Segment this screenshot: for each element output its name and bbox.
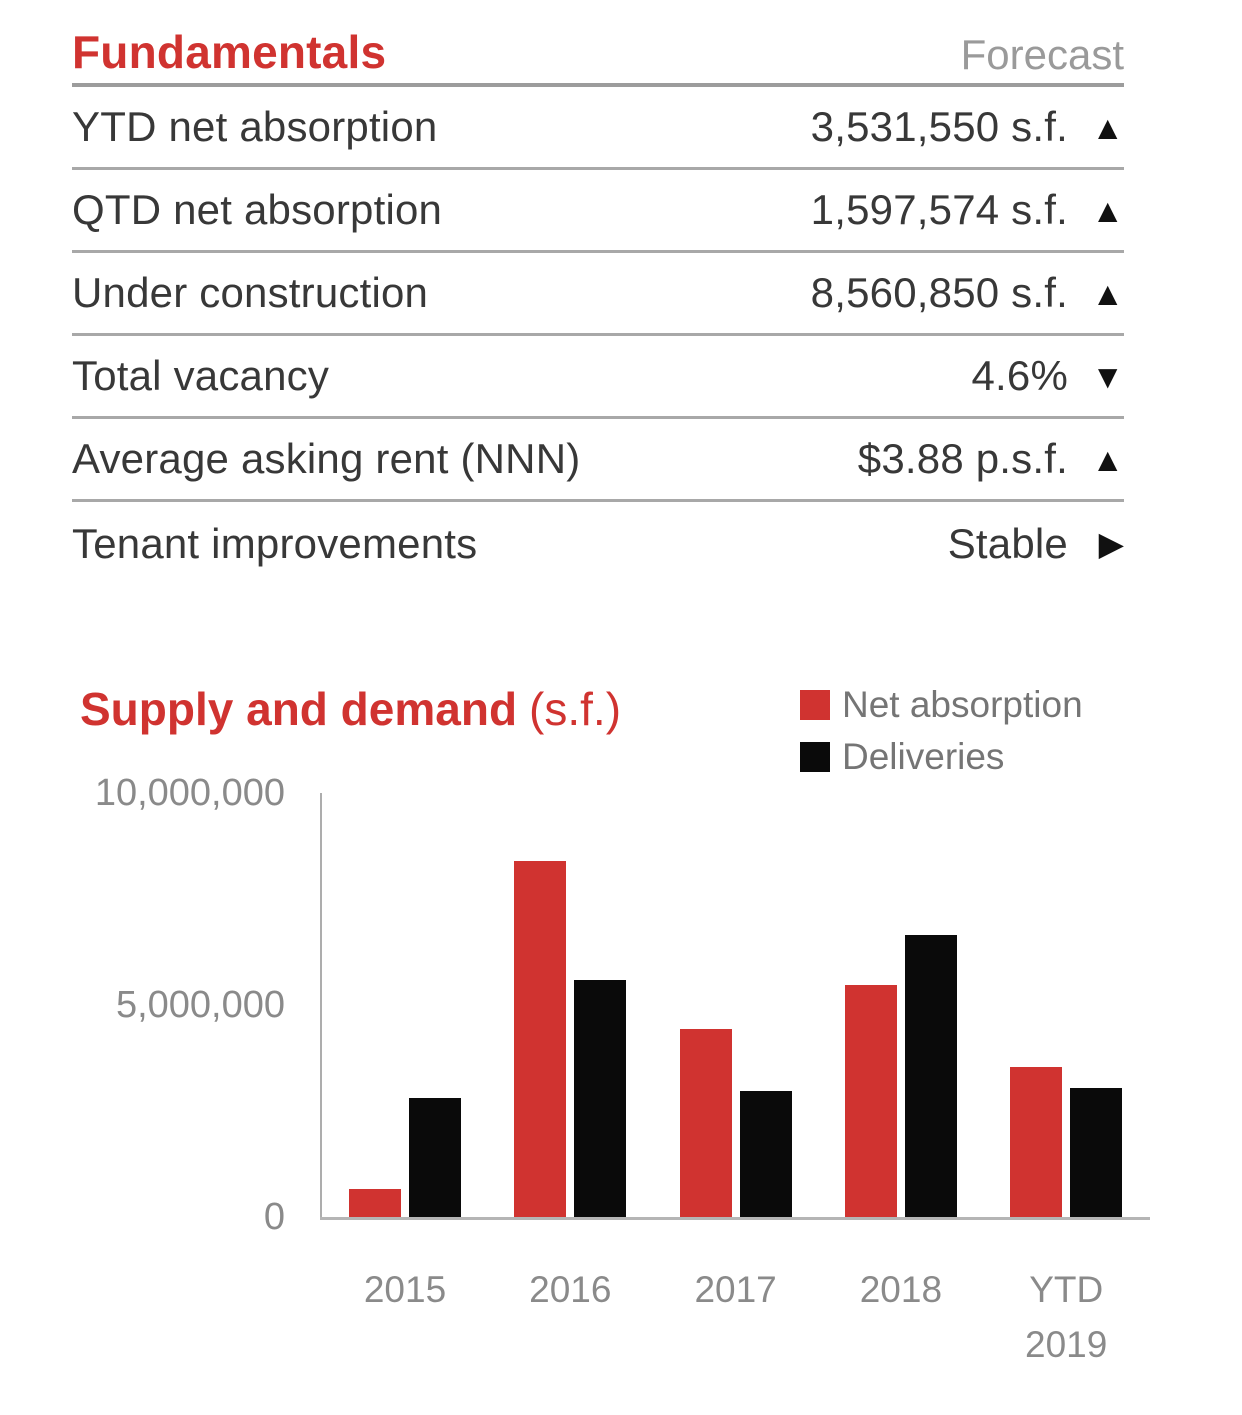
legend-item-net-absorption: Net absorption	[800, 684, 1083, 725]
forecast-column-label: Forecast	[960, 31, 1124, 78]
row-value-group: Stable ▶	[948, 520, 1124, 568]
net-absorption-bar-2017	[679, 1029, 732, 1217]
y-tick-label: 10,000,000	[94, 772, 285, 814]
x-axis-line	[320, 1217, 1150, 1220]
y-axis-line	[320, 793, 322, 1220]
y-tick-label: 0	[263, 1196, 285, 1238]
x-tick-label: 2018	[859, 1269, 943, 1310]
trend-up-icon: ▲	[1091, 274, 1124, 312]
trend-up-icon: ▲	[1091, 440, 1124, 478]
table-row: Under construction 8,560,850 s.f. ▲	[72, 253, 1124, 336]
legend-label-net-absorption: Net absorption	[842, 684, 1083, 725]
chart-legend: Net absorption Deliveries	[800, 684, 1083, 777]
row-label: Tenant improvements	[72, 519, 478, 567]
row-value-group: 4.6% ▼	[971, 352, 1124, 400]
table-row: Tenant improvements Stable ▶	[72, 502, 1124, 585]
row-label: Total vacancy	[72, 352, 330, 399]
row-value: 3,531,550 s.f.	[810, 103, 1068, 150]
deliveries-bar-2018	[904, 935, 957, 1217]
legend-item-deliveries: Deliveries	[800, 736, 1083, 777]
fundamentals-table: Fundamentals Forecast YTD net absorption…	[72, 14, 1124, 585]
net-absorption-bar-2018	[844, 985, 897, 1217]
deliveries-bar-YTD-2019	[1070, 1088, 1123, 1217]
net-absorption-bar-2015	[349, 1189, 401, 1217]
chart-title-text: Supply and demand	[80, 683, 518, 735]
deliveries-swatch-icon	[800, 742, 830, 772]
trend-up-icon: ▲	[1091, 191, 1124, 229]
y-tick-label: 5,000,000	[115, 984, 285, 1026]
fundamentals-title: Fundamentals	[72, 26, 387, 78]
row-value-group: 3,531,550 s.f. ▲	[811, 103, 1124, 151]
x-tick-label: 2016	[529, 1269, 612, 1310]
trend-up-icon: ▲	[1091, 108, 1124, 146]
net-absorption-swatch-icon	[800, 690, 830, 720]
table-row: Average asking rent (NNN) $3.88 p.s.f. ▲	[72, 419, 1124, 502]
chart-title: Supply and demand (s.f.)	[80, 682, 621, 736]
x-tick-label: 2017	[694, 1269, 777, 1310]
trend-down-icon: ▼	[1091, 357, 1124, 395]
chart-title-unit: (s.f.)	[529, 683, 622, 735]
row-value: 4.6%	[971, 352, 1068, 399]
deliveries-bar-2015	[409, 1098, 461, 1217]
net-absorption-bar-YTD-2019	[1010, 1067, 1063, 1217]
row-value-group: 1,597,574 s.f. ▲	[811, 186, 1124, 234]
fundamentals-rows: YTD net absorption 3,531,550 s.f. ▲ QTD net…	[72, 87, 1124, 585]
row-label: YTD net absorption	[72, 103, 438, 150]
row-label: QTD net absorption	[72, 186, 443, 233]
fundamentals-header: Fundamentals Forecast	[72, 14, 1124, 87]
x-tick-label: YTD 2019	[1025, 1269, 1108, 1365]
row-value: Stable	[947, 519, 1068, 567]
row-value: 1,597,574 s.f.	[810, 186, 1068, 233]
row-value-group: $3.88 p.s.f. ▲	[858, 435, 1124, 483]
row-label: Average asking rent (NNN)	[72, 435, 581, 482]
table-row: QTD net absorption 1,597,574 s.f. ▲	[72, 170, 1124, 253]
row-value: $3.88 p.s.f.	[857, 435, 1068, 482]
net-absorption-bar-2016	[514, 861, 567, 1217]
legend-label-deliveries: Deliveries	[842, 736, 1005, 777]
deliveries-bar-2017	[739, 1091, 792, 1217]
row-value-group: 8,560,850 s.f. ▲	[811, 269, 1124, 317]
row-value: 8,560,850 s.f.	[810, 269, 1068, 316]
table-row: Total vacancy 4.6% ▼	[72, 336, 1124, 419]
trend-stable-icon: ▶	[1098, 525, 1124, 562]
deliveries-bar-2016	[574, 980, 627, 1217]
row-label: Under construction	[72, 269, 429, 316]
table-row: YTD net absorption 3,531,550 s.f. ▲	[72, 87, 1124, 170]
x-tick-label: 2015	[363, 1269, 447, 1310]
